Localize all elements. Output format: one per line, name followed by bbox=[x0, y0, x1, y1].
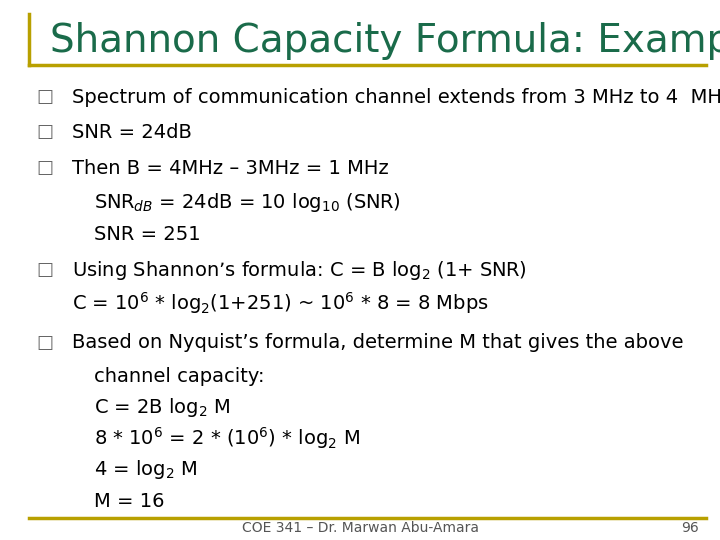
Text: M = 16: M = 16 bbox=[94, 491, 164, 511]
Text: □: □ bbox=[36, 88, 53, 106]
Text: SNR$_{dB}$ = 24dB = 10 log$_{10}$ (SNR): SNR$_{dB}$ = 24dB = 10 log$_{10}$ (SNR) bbox=[94, 191, 400, 214]
Text: □: □ bbox=[36, 123, 53, 141]
Text: C = 2B log$_2$ M: C = 2B log$_2$ M bbox=[94, 396, 230, 419]
Text: 96: 96 bbox=[680, 521, 698, 535]
Text: C = 10$^6$ * log$_2$(1+251) ~ 10$^6$ * 8 = 8 Mbps: C = 10$^6$ * log$_2$(1+251) ~ 10$^6$ * 8… bbox=[72, 291, 489, 316]
Text: 4 = log$_2$ M: 4 = log$_2$ M bbox=[94, 458, 197, 481]
Text: 8 * 10$^6$ = 2 * (10$^6$) * log$_2$ M: 8 * 10$^6$ = 2 * (10$^6$) * log$_2$ M bbox=[94, 426, 359, 451]
Text: □: □ bbox=[36, 334, 53, 352]
Text: SNR = 251: SNR = 251 bbox=[94, 225, 200, 245]
Text: Shannon Capacity Formula: Example: Shannon Capacity Formula: Example bbox=[50, 22, 720, 59]
Text: □: □ bbox=[36, 159, 53, 178]
Text: channel capacity:: channel capacity: bbox=[94, 367, 264, 386]
Text: Using Shannon’s formula: C = B log$_2$ (1+ SNR): Using Shannon’s formula: C = B log$_2$ (… bbox=[72, 259, 527, 281]
Text: □: □ bbox=[36, 261, 53, 279]
Text: Then B = 4MHz – 3MHz = 1 MHz: Then B = 4MHz – 3MHz = 1 MHz bbox=[72, 159, 389, 178]
Text: Based on Nyquist’s formula, determine M that gives the above: Based on Nyquist’s formula, determine M … bbox=[72, 333, 683, 353]
Text: SNR = 24dB: SNR = 24dB bbox=[72, 123, 192, 142]
Text: Spectrum of communication channel extends from 3 MHz to 4  MHz: Spectrum of communication channel extend… bbox=[72, 87, 720, 107]
Text: COE 341 – Dr. Marwan Abu-Amara: COE 341 – Dr. Marwan Abu-Amara bbox=[241, 521, 479, 535]
